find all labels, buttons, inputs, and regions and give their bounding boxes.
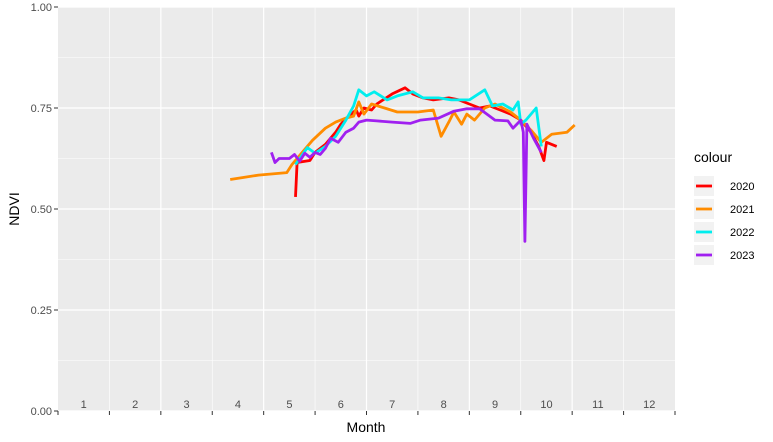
x-tick-label: 3 [183,399,189,411]
x-tick-label: 9 [492,399,498,411]
grid-lines [58,6,675,412]
y-axis: 0.00 0.25 0.50 0.75 1.00 [31,2,58,418]
x-tick-label: 8 [441,399,447,411]
month-tick-labels: 1 2 3 4 5 6 7 8 9 10 11 12 [81,399,656,411]
x-tick-label: 5 [286,399,292,411]
y-tick-label: 0.00 [31,406,52,418]
y-tick-label: 1.00 [31,2,52,14]
y-axis-title: NDVI [6,192,22,225]
legend-label-2020: 2020 [730,181,754,193]
y-tick-label: 0.50 [31,204,52,216]
legend-label-2022: 2022 [730,227,754,239]
x-axis-title: Month [347,419,386,435]
x-tick-label: 2 [132,399,138,411]
x-tick-label: 1 [81,399,87,411]
x-tick-label: 10 [540,399,552,411]
y-tick-label: 0.25 [31,305,52,317]
x-tick-label: 7 [389,399,395,411]
x-axis [57,411,676,415]
series-line-2022 [294,88,543,166]
x-tick-label: 6 [338,399,344,411]
legend-label-2023: 2023 [730,250,754,262]
x-tick-label: 4 [235,399,241,411]
legend-label-2021: 2021 [730,204,754,216]
legend: colour 2020 2021 2022 2023 [694,149,754,265]
x-tick-label: 12 [643,399,655,411]
series-line-2023 [270,107,543,243]
y-tick-label: 0.75 [31,103,52,115]
legend-title: colour [694,149,732,165]
x-tick-label: 11 [592,399,603,411]
series-lines [229,86,576,243]
